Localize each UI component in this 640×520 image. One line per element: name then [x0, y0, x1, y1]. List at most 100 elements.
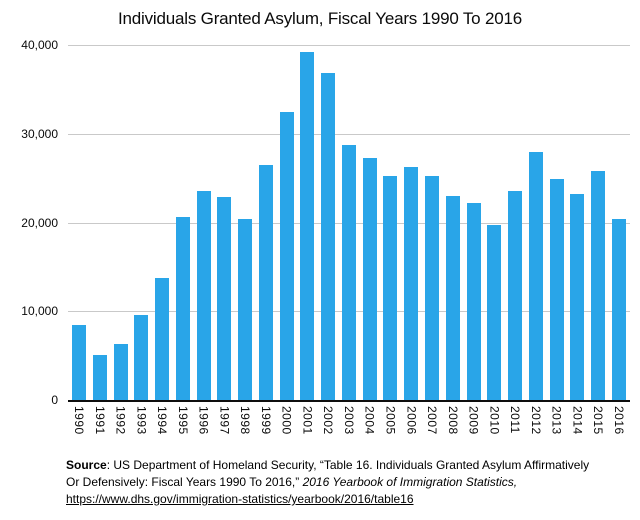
bar-slot-1990: [72, 45, 86, 400]
x-tick-label-2000: 2000: [279, 406, 294, 435]
bar-2010: [487, 225, 502, 400]
x-tick-slot-1999: 1999: [259, 406, 273, 435]
source-label: Source: [66, 458, 107, 472]
x-tick-label-1995: 1995: [175, 406, 190, 435]
bar-slot-2000: [279, 45, 294, 400]
bar-slot-2004: [362, 45, 377, 400]
x-tick-slot-1995: 1995: [176, 406, 190, 435]
plot-area: [68, 45, 630, 402]
bar-slot-2016: [611, 45, 626, 400]
bar-1994: [155, 277, 170, 400]
x-tick-slot-2007: 2007: [425, 406, 439, 435]
x-tick-slot-2009: 2009: [467, 406, 481, 435]
x-tick-label-2004: 2004: [362, 406, 377, 435]
gridline-30000: [68, 133, 630, 135]
x-tick-slot-2016: 2016: [612, 406, 626, 435]
bar-1995: [175, 216, 190, 400]
x-tick-label-2003: 2003: [341, 406, 356, 435]
bar-2003: [341, 145, 356, 400]
x-tick-label-2006: 2006: [404, 406, 419, 435]
x-tick-label-1992: 1992: [113, 406, 128, 435]
bar-slot-2002: [321, 45, 336, 400]
bar-2004: [362, 157, 377, 400]
bar-2000: [279, 112, 294, 400]
bar-2005: [383, 175, 398, 400]
x-tick-label-2002: 2002: [321, 406, 336, 435]
bar-slot-2007: [425, 45, 440, 400]
x-tick-label-2001: 2001: [300, 406, 315, 435]
x-tick-slot-2013: 2013: [550, 406, 564, 435]
source-journal: 2016 Yearbook of Immigration Statistics,: [302, 475, 518, 489]
x-tick-slot-1993: 1993: [134, 406, 148, 435]
bar-1997: [217, 196, 232, 400]
x-tick-label-2014: 2014: [570, 406, 585, 435]
x-tick-label-1990: 1990: [72, 406, 86, 435]
bar-2014: [570, 194, 585, 400]
x-tick-label-2012: 2012: [528, 406, 543, 435]
bar-2011: [508, 191, 523, 400]
bar-slot-1996: [196, 45, 211, 400]
y-tick-label-0: 0: [51, 393, 58, 407]
x-tick-slot-2011: 2011: [508, 406, 522, 435]
x-tick-slot-1991: 1991: [93, 406, 107, 435]
bar-slot-2005: [383, 45, 398, 400]
y-tick-label-10000: 10,000: [21, 304, 58, 319]
bar-slot-2014: [570, 45, 585, 400]
bar-1991: [92, 355, 107, 400]
x-tick-slot-2010: 2010: [487, 406, 501, 435]
x-tick-slot-2015: 2015: [591, 406, 605, 435]
bar-slot-2015: [591, 45, 606, 400]
x-tick-label-2005: 2005: [383, 406, 398, 435]
source-link[interactable]: https://www.dhs.gov/immigration-statisti…: [66, 492, 414, 506]
x-tick-slot-2001: 2001: [300, 406, 314, 435]
x-tick-slot-2006: 2006: [404, 406, 418, 435]
bar-slot-1992: [113, 45, 128, 400]
x-tick-label-2010: 2010: [487, 406, 502, 435]
x-tick-slot-2004: 2004: [363, 406, 377, 435]
bar-1996: [196, 191, 211, 400]
y-axis: 40,000 30,000 20,000 10,000 0: [0, 38, 58, 407]
x-tick-label-2009: 2009: [466, 406, 481, 435]
bar-slot-2012: [528, 45, 543, 400]
bar-2015: [591, 171, 606, 400]
bar-slot-1991: [92, 45, 107, 400]
bar-1998: [238, 218, 253, 400]
x-axis: 1990 1991 1992 1993 1994 1995 1996 1997 1998 1999…: [68, 406, 630, 435]
x-tick-slot-2002: 2002: [321, 406, 335, 435]
x-tick-label-2011: 2011: [508, 406, 523, 434]
y-tick-label-30000: 30,000: [21, 126, 58, 141]
bar-2012: [528, 152, 543, 400]
x-tick-slot-2003: 2003: [342, 406, 356, 435]
x-tick-label-2007: 2007: [425, 406, 440, 435]
x-tick-label-1997: 1997: [217, 406, 232, 435]
bar-slot-2001: [300, 45, 315, 400]
bar-slot-1994: [155, 45, 170, 400]
bar-slot-2003: [341, 45, 356, 400]
bar-1999: [258, 164, 273, 400]
x-tick-slot-2008: 2008: [446, 406, 460, 435]
x-tick-slot-1990: 1990: [72, 406, 86, 435]
x-tick-label-2008: 2008: [445, 406, 460, 435]
bar-slot-2006: [404, 45, 419, 400]
x-tick-slot-1998: 1998: [238, 406, 252, 435]
bar-2008: [445, 196, 460, 400]
bar-slot-1993: [134, 45, 149, 400]
x-tick-label-1991: 1991: [92, 406, 107, 435]
bar-slot-1999: [258, 45, 273, 400]
x-tick-label-1998: 1998: [238, 406, 253, 435]
bar-2009: [466, 202, 481, 400]
bar-2013: [549, 179, 564, 400]
bar-slot-2010: [487, 45, 502, 400]
x-tick-slot-1997: 1997: [217, 406, 231, 435]
bar-2002: [321, 72, 336, 400]
bar-2001: [300, 52, 315, 400]
bar-slot-2009: [466, 45, 481, 400]
bar-slot-2008: [445, 45, 460, 400]
x-tick-slot-1994: 1994: [155, 406, 169, 435]
bar-2007: [425, 175, 440, 400]
bar-1993: [134, 315, 149, 400]
x-tick-label-2013: 2013: [549, 406, 564, 435]
source-line2: Or Defensively: Fiscal Years 1990 To 201…: [66, 475, 303, 489]
x-tick-label-2016: 2016: [611, 406, 626, 435]
